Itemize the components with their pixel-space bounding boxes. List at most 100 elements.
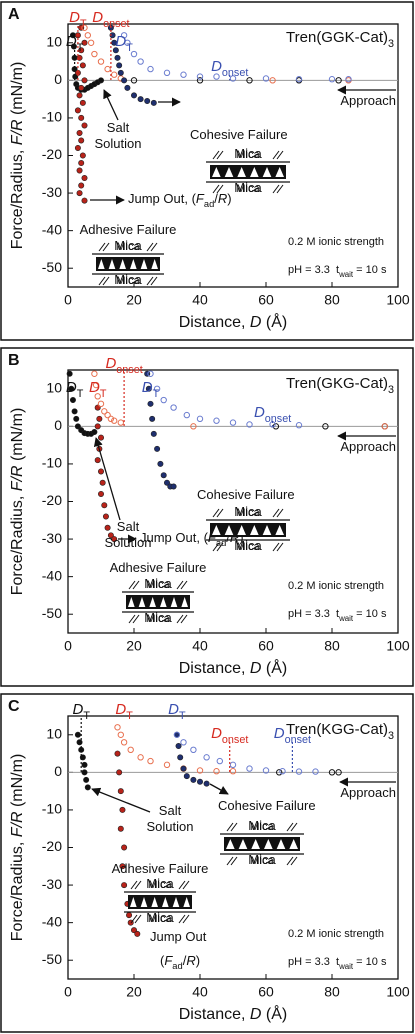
annotation: Mica [146,910,174,925]
text-part: (mN/m) [9,62,26,120]
data-point [112,47,119,54]
text-part: Mica [148,913,172,925]
x-tick-label: 60 [258,984,274,1000]
layer-pattern [140,259,148,269]
x-tick-label: 80 [324,984,340,1000]
text-part: D [142,379,153,396]
text-part: F [164,953,173,968]
text-part: D [92,9,103,26]
y-tick-label: -40 [42,221,62,237]
text-part: D [168,701,179,718]
annotation: Mica [114,238,142,253]
text-part: Mica [146,613,170,625]
annotation: Mica [114,272,142,287]
data-point [78,182,85,189]
text-part: pH = 3.3 t [288,608,339,620]
arrow [91,787,151,813]
text-part: Mica [234,146,262,161]
data-point [117,825,124,832]
data-point [196,77,204,84]
data-point [149,415,156,422]
text-part: Mica [250,821,274,833]
hatch [212,184,220,194]
layer-pattern [237,167,246,177]
x-tick-label: 20 [126,292,142,308]
layer-pattern [224,167,234,177]
data-point [127,746,134,754]
text-part: Solution [147,819,194,834]
text-part: Cohesive Failure [190,127,288,142]
data-point [262,767,270,774]
mica-label: Mica [148,913,172,925]
data-point [104,65,111,73]
hatch [276,184,284,194]
data-point [120,32,128,39]
data-point [121,844,128,851]
data-point [111,536,118,543]
data-point [170,404,177,411]
annotation: pH = 3.3 twait = 10 s [288,264,387,279]
layer-pattern [262,525,272,535]
arrow [103,89,119,121]
text-part: T [126,710,133,722]
text-part: F [208,530,217,545]
layer-pattern [250,525,259,535]
data-point [157,460,164,467]
hatch [132,580,140,590]
text-part: Approach [340,439,396,454]
data-point [94,393,101,400]
distance-label: Donset [105,355,142,376]
y-tick-label: -40 [42,913,62,929]
text-part: Adhesive Failure [112,861,209,876]
text-part: Mica [236,183,260,195]
data-point [81,175,88,182]
data-point [74,731,81,738]
chart-title: Tren(GGK-Cat)3 [286,29,394,50]
data-point [79,152,86,159]
text-part: ) [196,953,200,968]
hatch [212,542,220,552]
adhesive-layer [126,595,190,609]
data-point [81,77,88,84]
annotation: Salt [107,120,130,135]
text-part: Mica [114,238,142,253]
text-part: 0.2 M ionic strength [288,580,384,592]
layer-pattern [170,597,178,607]
text-part: Cohesive Failure [218,798,316,813]
data-point [81,24,88,31]
hatch [272,184,280,194]
annotation: Mica [144,610,172,625]
annotation: Adhesive Failure [80,222,177,237]
data-point [295,768,303,775]
data-point [117,419,125,426]
layer-pattern [138,597,146,607]
text-part: (Å) [261,658,287,677]
text-part: wait [338,962,354,971]
data-point [126,912,133,919]
hatch [216,508,224,518]
distance-label: Donset [254,404,291,425]
data-point [328,76,336,83]
data-point [78,137,85,144]
annotation: Approach [340,439,396,454]
data-point [381,423,388,430]
text-part: D [89,379,100,396]
hatch [290,822,298,832]
data-point [94,423,101,430]
data-point [295,422,303,429]
data-point [98,77,105,84]
data-point [197,778,204,785]
data-point [70,43,77,50]
text-part: ( [160,953,165,968]
text-part: T [153,388,160,400]
data-point [73,415,80,422]
data-point [116,769,123,776]
text-part: Mica [236,507,260,519]
data-point [74,107,81,114]
text-part: D [250,660,262,677]
text-part: Force/Radius, [9,491,26,595]
text-part: D [211,725,222,742]
annotation: Jump Out, (Fad/R) [128,191,232,209]
text-part: Mica [114,272,142,287]
